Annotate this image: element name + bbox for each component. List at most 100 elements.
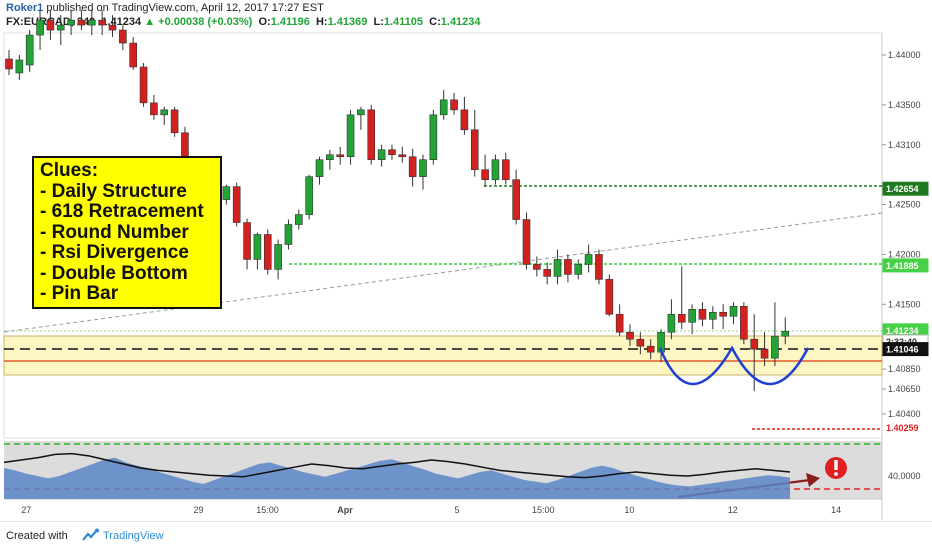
candle-body — [667, 313, 676, 333]
candle-body — [750, 338, 759, 350]
candle — [388, 144, 396, 160]
x-tick-label: 15:00 — [532, 505, 555, 515]
x-tick-label: 5 — [455, 505, 460, 515]
candle-body — [150, 102, 158, 116]
tradingview-logo-icon[interactable] — [82, 528, 100, 547]
candle-body — [170, 109, 179, 134]
candle-body — [719, 311, 727, 317]
footer: Created with TradingView — [0, 521, 932, 550]
tradingview-brand[interactable]: TradingView — [103, 530, 164, 542]
candle — [595, 249, 603, 285]
candle-body — [294, 214, 303, 225]
candle-body — [646, 345, 655, 353]
candle-body — [429, 114, 438, 161]
candle — [646, 339, 655, 360]
x-tick-label: 15:00 — [256, 505, 279, 515]
candle-body — [636, 338, 645, 347]
candle-body — [77, 19, 86, 26]
candle-body — [512, 179, 520, 220]
candle — [108, 15, 117, 38]
candle — [574, 259, 583, 280]
candle-body — [729, 305, 738, 317]
candle-body — [450, 99, 458, 111]
price-label-text: 1.41046 — [886, 345, 919, 355]
candle-body — [698, 308, 707, 320]
candle — [222, 184, 231, 205]
candle — [615, 304, 624, 337]
candle — [512, 169, 520, 225]
x-tick-label: Apr — [337, 505, 353, 515]
candle-body — [388, 149, 396, 156]
clue-item: - Daily Structure — [40, 180, 187, 202]
price-label-text: 1.42654 — [886, 184, 919, 194]
candle — [160, 106, 169, 125]
candle — [170, 106, 179, 137]
author-name[interactable]: Roker1 — [6, 2, 44, 14]
candle-body — [543, 269, 552, 277]
candle — [88, 10, 96, 36]
candle — [667, 299, 676, 340]
candle-body — [98, 19, 106, 26]
candle — [553, 249, 562, 285]
double-bottom-marker — [658, 345, 810, 386]
candle — [688, 304, 696, 335]
candle — [129, 37, 137, 70]
low-label: L: — [373, 16, 384, 28]
candle-body — [88, 19, 96, 26]
candle-body — [677, 313, 686, 323]
clue-item: - Rsi Divergence — [40, 242, 189, 263]
candle-body — [615, 313, 624, 333]
symbol-info: FX:EURCAD, 240 1.41234 ▲ +0.00038 (+0.03… — [6, 16, 481, 28]
candle-body — [305, 176, 313, 215]
candle — [36, 10, 44, 51]
candle-body — [336, 154, 345, 158]
x-tick-label: 14 — [831, 505, 841, 515]
close-value: 1.41234 — [440, 16, 481, 28]
candle-body — [553, 259, 562, 277]
candle-body — [5, 58, 13, 70]
candle — [305, 174, 313, 220]
candle — [760, 332, 769, 367]
candle — [543, 262, 552, 285]
low-value: 1.41105 — [383, 16, 424, 28]
price-label-box — [882, 420, 929, 435]
candle-body — [419, 159, 427, 177]
candle — [636, 332, 645, 355]
price-label-text: 1.41234 — [886, 326, 919, 336]
y-tick-label: 1.41500 — [888, 299, 921, 309]
clue-item: - 618 Retracement — [40, 201, 204, 222]
candle — [408, 148, 417, 187]
y-tick-label: 1.42000 — [888, 249, 921, 259]
candle-body — [760, 348, 769, 359]
candle-body — [56, 24, 65, 31]
candle-body — [605, 279, 614, 315]
candle-body — [67, 19, 75, 26]
candle — [357, 106, 365, 130]
x-tick-label: 10 — [624, 505, 634, 515]
price-label: 1.41885 — [882, 258, 929, 273]
candle-body — [243, 222, 251, 260]
rsi-area — [4, 457, 790, 499]
candle — [56, 15, 65, 46]
candle — [336, 146, 345, 165]
candle-body — [326, 154, 334, 161]
clues-box: Clues: - Daily Structure - 618 Retraceme… — [32, 156, 222, 309]
candle — [326, 149, 334, 170]
candle — [315, 156, 324, 185]
published-text: published on TradingView.com, April 12, … — [46, 2, 324, 14]
candle-body — [253, 234, 262, 260]
candle-body — [284, 224, 293, 245]
alert-icon — [825, 457, 847, 479]
price-label-text: 1.41885 — [886, 261, 919, 271]
candle — [584, 244, 593, 273]
candle — [150, 94, 158, 120]
candle — [232, 182, 241, 227]
candle-body — [367, 109, 376, 161]
rsi-tick-label: 40.0000 — [888, 471, 921, 481]
price-chart[interactable]: 1.44000 1.43500 1.43100 1.42500 1.42000 1.415… — [0, 0, 932, 520]
candle — [501, 152, 510, 185]
clue-item: - Pin Bar — [40, 283, 119, 304]
x-tick-label: 27 — [21, 505, 31, 515]
candle-body — [263, 234, 272, 270]
